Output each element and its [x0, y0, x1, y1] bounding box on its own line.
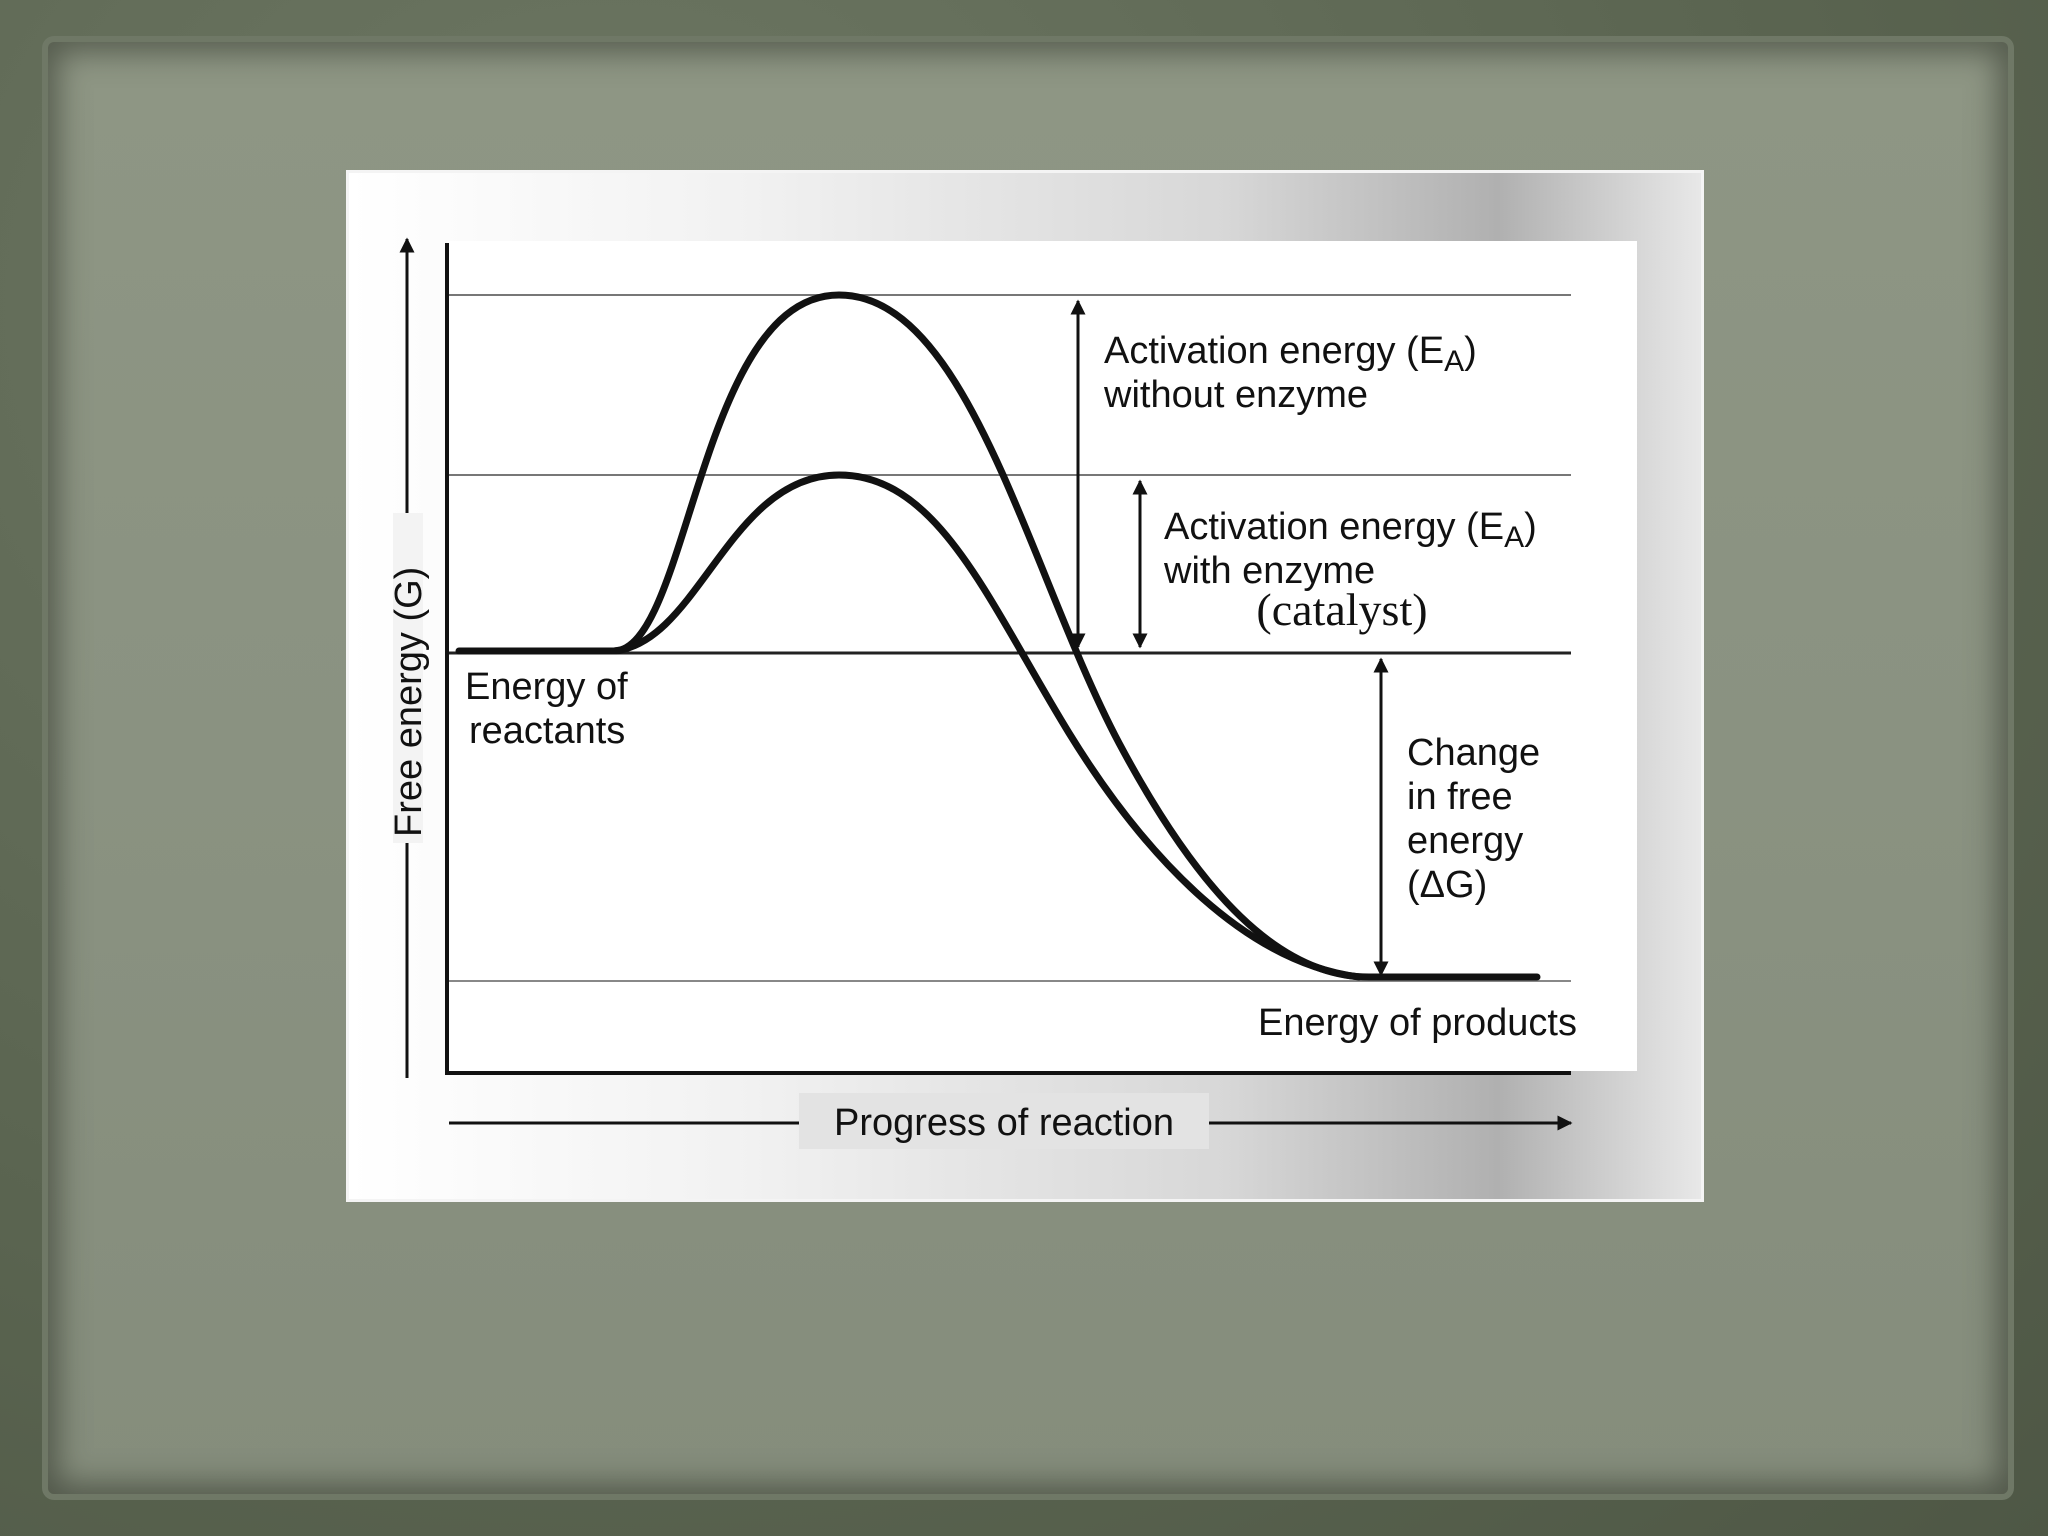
svg-text:reactants: reactants	[469, 710, 625, 752]
x-axis-label: Progress of reaction	[834, 1102, 1174, 1144]
reactants-label: Energy of reactants	[465, 666, 628, 752]
uncatalyzed-reaction-curve	[455, 291, 1541, 981]
ea-without-enzyme-label: Activation energy (EA) without enzyme	[1103, 330, 1477, 416]
svg-text:Change: Change	[1407, 732, 1540, 774]
plot-area	[447, 241, 1637, 1071]
svg-text:without enzyme: without enzyme	[1103, 374, 1368, 416]
products-label: Energy of products	[1258, 1002, 1577, 1044]
x-label-backing	[799, 1093, 1209, 1149]
svg-text:Energy of: Energy of	[465, 666, 628, 708]
svg-text:Activation energy (EA): Activation energy (EA)	[1104, 330, 1477, 378]
catalyst-note: (catalyst)	[1256, 584, 1427, 635]
catalyzed-reaction-curve	[610, 471, 1363, 981]
y-label-backing	[393, 513, 423, 843]
y-axis-label: Free energy (G)	[388, 567, 430, 837]
ea-with-enzyme-label: Activation energy (EA) with enzyme	[1163, 506, 1537, 592]
svg-text:Activation energy (EA): Activation energy (EA)	[1164, 506, 1537, 554]
svg-text:energy: energy	[1407, 820, 1523, 862]
energy-diagram: Free energy (G) Progress of reaction Act…	[388, 237, 1637, 1149]
svg-text:in free: in free	[1407, 776, 1513, 818]
energy-diagram-figure: Free energy (G) Progress of reaction Act…	[346, 170, 1704, 1202]
delta-g-label: Change in free energy (ΔG)	[1407, 732, 1540, 906]
svg-text:(ΔG): (ΔG)	[1407, 864, 1487, 906]
svg-text:with enzyme: with enzyme	[1163, 550, 1375, 592]
